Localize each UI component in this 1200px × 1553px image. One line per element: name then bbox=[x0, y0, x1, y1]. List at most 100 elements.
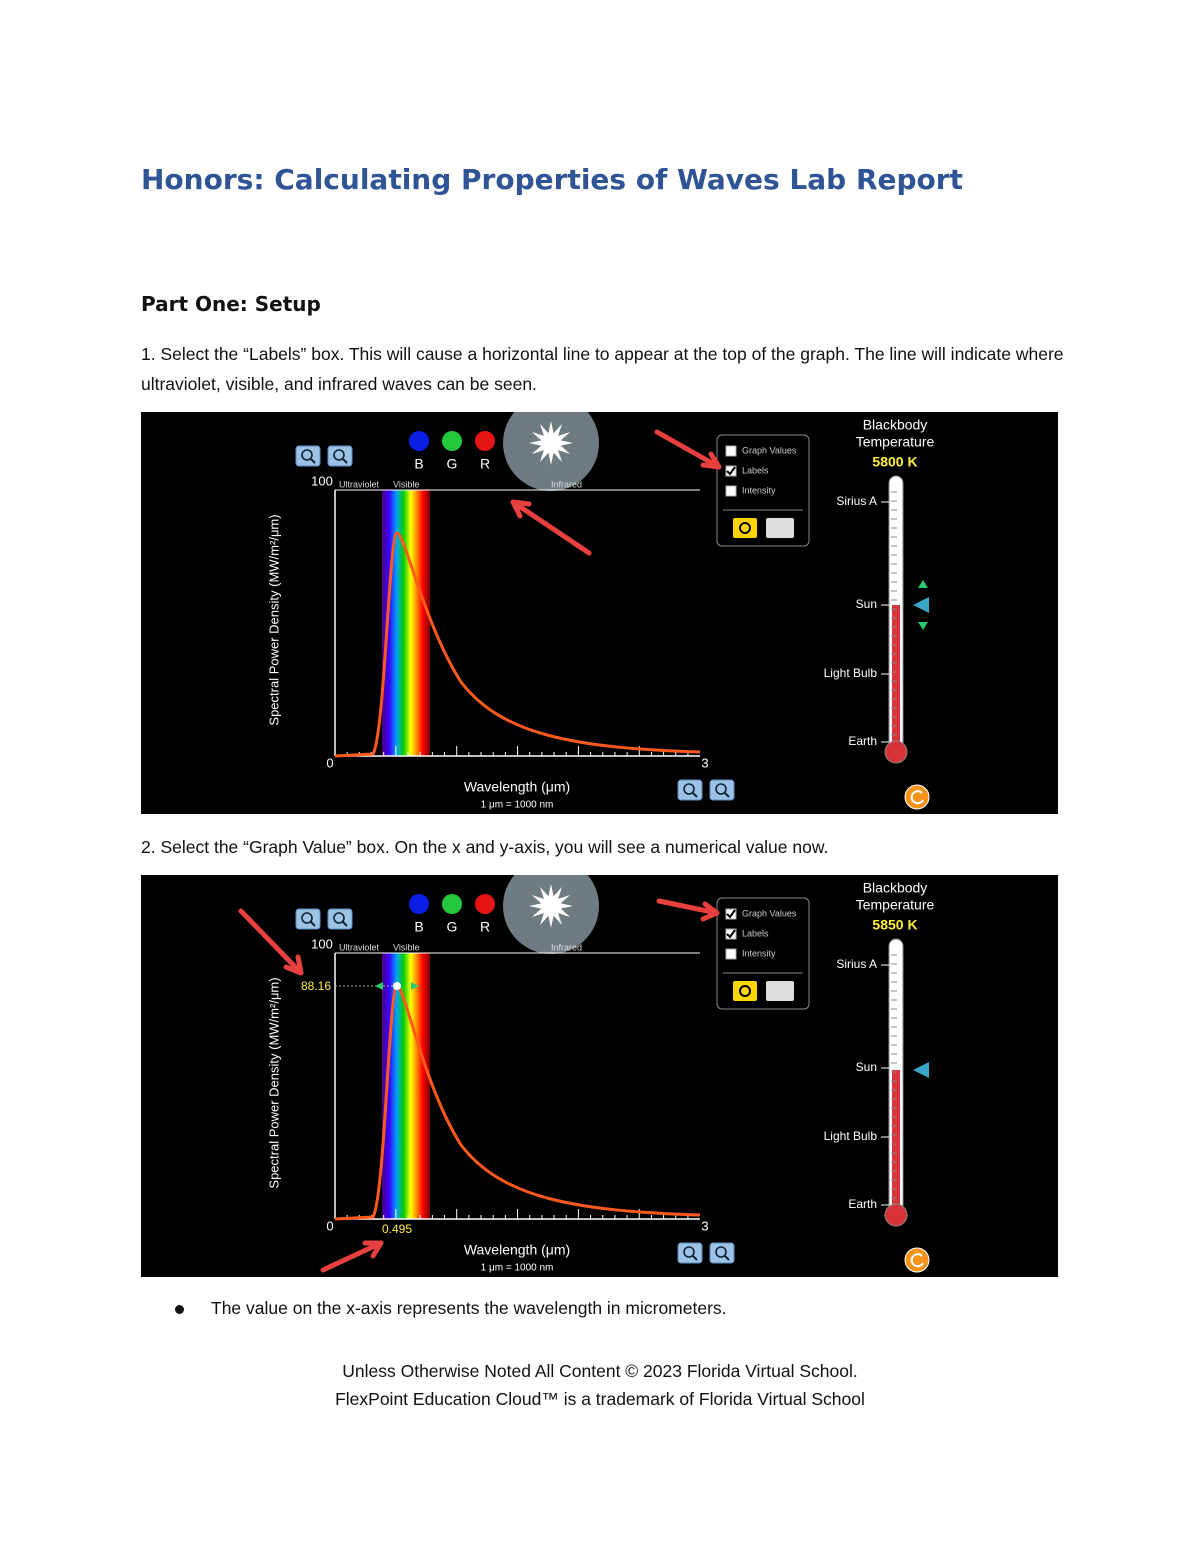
step: 1. Select the “Labels” box. This will ca… bbox=[141, 344, 1064, 394]
temperature: 5800 K bbox=[872, 454, 917, 470]
color-bulb bbox=[442, 894, 462, 914]
band-label: Infrared bbox=[551, 479, 582, 489]
zoom-icon bbox=[333, 912, 345, 924]
x-max: 3 bbox=[701, 755, 708, 770]
x-min: 0 bbox=[326, 1218, 333, 1233]
zoom-icon bbox=[310, 458, 316, 464]
footer: Unless Otherwise Noted All Content © 202… bbox=[0, 1357, 1200, 1413]
camera-lens bbox=[739, 985, 751, 997]
spectrum bbox=[382, 490, 430, 756]
thermo-title: Blackbody bbox=[863, 880, 928, 896]
thermo-label: Sun bbox=[856, 1060, 877, 1074]
thermo-label: Sirius A bbox=[836, 494, 877, 508]
x-axis-label: Wavelength (μm) bbox=[464, 1242, 570, 1258]
thermo-title: Blackbody bbox=[863, 417, 928, 433]
thermo-title: Temperature bbox=[856, 434, 935, 450]
graph-value-y: 88.16 bbox=[301, 979, 331, 993]
zoom-icon bbox=[683, 783, 695, 795]
reset-icon bbox=[910, 1253, 924, 1268]
checkbox-label: Labels bbox=[742, 928, 769, 938]
zoom-icon bbox=[724, 1255, 730, 1261]
annotation-arrow bbox=[320, 1240, 384, 1273]
zoom-button bbox=[677, 779, 703, 801]
zoom-icon bbox=[683, 1246, 695, 1258]
zoom-button bbox=[709, 779, 735, 801]
step: 2. Select the “Graph Value” box. On the … bbox=[141, 837, 829, 857]
annotation-arrow bbox=[510, 499, 592, 556]
slider[interactable] bbox=[913, 597, 929, 613]
color-label: R bbox=[480, 456, 490, 472]
checkbox[interactable] bbox=[725, 445, 737, 457]
footer-line: FlexPoint Education Cloud™ is a trademar… bbox=[335, 1389, 865, 1409]
thermo-bulb bbox=[884, 740, 908, 764]
zoom-button bbox=[295, 908, 321, 930]
star bbox=[529, 884, 573, 928]
band-label: Ultraviolet bbox=[339, 942, 380, 952]
value-point bbox=[393, 982, 401, 990]
annotation-arrow bbox=[656, 898, 720, 922]
reset-button[interactable] bbox=[904, 1247, 930, 1273]
annotation-arrow bbox=[654, 429, 722, 470]
zoom-icon bbox=[692, 792, 698, 798]
reset-button[interactable] bbox=[904, 784, 930, 810]
title: Honors: Calculating Properties of Waves … bbox=[141, 163, 963, 196]
zoom-icon bbox=[715, 1246, 727, 1258]
camera-lens bbox=[739, 522, 751, 534]
checkbox-label: Intensity bbox=[742, 485, 776, 495]
zoom-icon bbox=[342, 921, 348, 927]
temperature: 5850 K bbox=[872, 917, 917, 933]
checkbox-label: Graph Values bbox=[742, 445, 797, 455]
zoom-icon bbox=[342, 458, 348, 464]
checkbox-label: Labels bbox=[742, 465, 769, 475]
band-label: Visible bbox=[393, 942, 419, 952]
color-label: R bbox=[480, 919, 490, 935]
checkbox-label: Graph Values bbox=[742, 908, 797, 918]
thermo-label: Sun bbox=[856, 597, 877, 611]
color-bulb bbox=[475, 894, 495, 914]
color-bulb bbox=[442, 431, 462, 451]
x-min: 0 bbox=[326, 755, 333, 770]
slider[interactable] bbox=[913, 1062, 929, 1078]
zoom-icon bbox=[301, 912, 313, 924]
star bbox=[529, 421, 573, 465]
checkbox[interactable] bbox=[725, 485, 737, 497]
eraser-button bbox=[766, 981, 794, 1001]
x-axis-label: Wavelength (μm) bbox=[464, 779, 570, 795]
band-label: Infrared bbox=[551, 942, 582, 952]
zoom-button bbox=[327, 908, 353, 930]
section-heading: Part One: Setup bbox=[141, 292, 321, 316]
checkmark bbox=[726, 929, 736, 939]
color-bulb bbox=[475, 431, 495, 451]
thermo-label: Light Bulb bbox=[824, 666, 878, 680]
y-axis-label: Spectral Power Density (MW/m²/μm) bbox=[266, 514, 281, 725]
zoom-button bbox=[327, 445, 353, 467]
reset-icon bbox=[910, 790, 924, 805]
thermo-title: Temperature bbox=[856, 897, 935, 913]
thermo-fill bbox=[892, 605, 900, 752]
thermo-bulb bbox=[884, 1203, 908, 1227]
screenshot: B G R 100 0 3 Ultraviolet Visible Infrared Spectr… bbox=[141, 875, 1058, 1277]
eraser-button bbox=[766, 518, 794, 538]
footer-line: Unless Otherwise Noted All Content © 202… bbox=[342, 1361, 858, 1381]
bullet-text: The value on the x-axis represents the w… bbox=[211, 1298, 727, 1318]
checkbox[interactable] bbox=[725, 948, 737, 960]
color-label: G bbox=[447, 919, 458, 935]
curve bbox=[334, 531, 701, 758]
y-max: 100 bbox=[311, 936, 333, 951]
graph-value-x: 0.495 bbox=[382, 1222, 412, 1236]
x-note: 1 μm = 1000 nm bbox=[481, 800, 554, 811]
thermo-label: Earth bbox=[848, 1197, 877, 1211]
y-axis-label: Spectral Power Density (MW/m²/μm) bbox=[266, 977, 281, 1188]
thermo-label: Light Bulb bbox=[824, 1129, 878, 1143]
zoom-button bbox=[295, 445, 321, 467]
spectrum bbox=[382, 953, 430, 1219]
screenshot: B G R 100 0 3 Ultraviolet Visible Infrared Spectr… bbox=[141, 412, 1058, 814]
zoom-button bbox=[709, 1242, 735, 1264]
bullet-dot bbox=[175, 1305, 184, 1314]
x-note: 1 μm = 1000 nm bbox=[481, 1263, 554, 1274]
thermo-label: Sirius A bbox=[836, 957, 877, 971]
zoom-icon bbox=[692, 1255, 698, 1261]
thermo-fill bbox=[892, 1070, 900, 1215]
color-label: B bbox=[414, 919, 423, 935]
